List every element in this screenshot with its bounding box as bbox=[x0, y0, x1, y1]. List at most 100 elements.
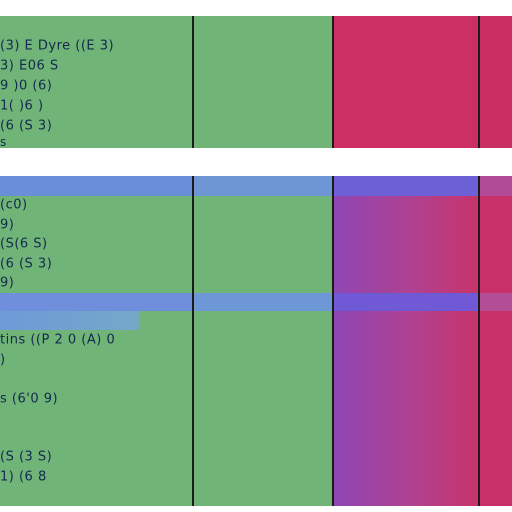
table-cell[interactable]: (c0) bbox=[0, 195, 194, 216]
table-cell[interactable] bbox=[334, 388, 480, 409]
table-cell[interactable] bbox=[0, 176, 194, 196]
table-cell[interactable] bbox=[334, 96, 480, 116]
table-cell[interactable] bbox=[194, 330, 334, 350]
table-row[interactable] bbox=[0, 369, 512, 389]
table-cell[interactable] bbox=[480, 467, 512, 487]
table-cell[interactable] bbox=[194, 388, 334, 409]
table-cell[interactable] bbox=[480, 349, 512, 370]
table-cell[interactable] bbox=[0, 16, 194, 36]
table-cell[interactable] bbox=[334, 369, 480, 389]
table-cell[interactable] bbox=[334, 176, 480, 196]
table-row[interactable] bbox=[0, 310, 512, 331]
table-cell[interactable]: 3) E06 S bbox=[0, 56, 194, 76]
table-cell[interactable] bbox=[194, 96, 334, 116]
table-cell[interactable] bbox=[480, 36, 512, 56]
table-cell[interactable]: s bbox=[0, 136, 194, 148]
table-cell[interactable] bbox=[480, 408, 512, 428]
table-cell[interactable] bbox=[334, 215, 480, 235]
table-row[interactable] bbox=[0, 486, 512, 507]
table-cell[interactable] bbox=[480, 76, 512, 96]
table-cell[interactable] bbox=[194, 254, 334, 274]
table-cell[interactable] bbox=[480, 176, 512, 196]
table-cell[interactable] bbox=[480, 136, 512, 148]
table-cell[interactable] bbox=[334, 447, 480, 468]
table-cell[interactable] bbox=[334, 16, 480, 36]
table-cell[interactable] bbox=[194, 293, 334, 311]
table-row[interactable]: 1) (6 8 bbox=[0, 467, 512, 487]
table-cell[interactable] bbox=[334, 486, 480, 507]
table-cell[interactable] bbox=[480, 427, 512, 448]
table-cell[interactable] bbox=[334, 330, 480, 350]
table-cell[interactable]: (S(6 S) bbox=[0, 234, 194, 255]
table-row[interactable]: (3) E Dyre ((E 3) bbox=[0, 36, 512, 56]
table-row[interactable]: 9) bbox=[0, 273, 512, 294]
table-cell[interactable]: (6 (S 3) bbox=[0, 254, 194, 274]
table-cell[interactable] bbox=[194, 136, 334, 148]
table-cell[interactable] bbox=[334, 310, 480, 331]
table-cell[interactable] bbox=[194, 486, 334, 507]
table-cell[interactable] bbox=[480, 369, 512, 389]
table-row[interactable]: 1( )6 ) bbox=[0, 96, 512, 116]
table-cell[interactable] bbox=[334, 467, 480, 487]
table-cell[interactable] bbox=[194, 116, 334, 136]
table-cell[interactable] bbox=[480, 310, 512, 331]
table-row[interactable]: 9 )0 (6) bbox=[0, 76, 512, 96]
table-cell[interactable]: 9 )0 (6) bbox=[0, 76, 194, 96]
table-row[interactable] bbox=[0, 16, 512, 36]
table-row[interactable]: (S(6 S) bbox=[0, 234, 512, 255]
table-cell[interactable] bbox=[194, 408, 334, 428]
table-cell[interactable]: ) bbox=[0, 349, 194, 370]
table-cell[interactable] bbox=[480, 447, 512, 468]
table-cell[interactable] bbox=[334, 408, 480, 428]
table-cell[interactable] bbox=[194, 36, 334, 56]
table-row[interactable]: (6 (S 3) bbox=[0, 254, 512, 274]
table-cell[interactable] bbox=[480, 195, 512, 216]
table-cell[interactable] bbox=[194, 215, 334, 235]
table-header-row[interactable] bbox=[0, 176, 512, 196]
table-cell[interactable] bbox=[194, 16, 334, 36]
table-cell[interactable] bbox=[194, 76, 334, 96]
table-cell[interactable] bbox=[480, 16, 512, 36]
table-cell[interactable] bbox=[194, 234, 334, 255]
table-row[interactable] bbox=[0, 427, 512, 448]
table-cell[interactable] bbox=[334, 293, 480, 311]
table-cell[interactable] bbox=[0, 427, 194, 448]
table-cell[interactable]: 9) bbox=[0, 273, 194, 294]
table-cell[interactable] bbox=[0, 408, 194, 428]
table-cell[interactable] bbox=[194, 447, 334, 468]
table-cell[interactable] bbox=[334, 36, 480, 56]
table-cell[interactable] bbox=[194, 273, 334, 294]
table-cell[interactable] bbox=[480, 96, 512, 116]
table-cell[interactable]: (S (3 S) bbox=[0, 447, 194, 468]
table-cell[interactable] bbox=[480, 486, 512, 507]
table-row[interactable]: ) bbox=[0, 349, 512, 370]
table-cell[interactable]: 1) (6 8 bbox=[0, 467, 194, 487]
table-cell[interactable] bbox=[480, 273, 512, 294]
table-row[interactable]: 3) E06 S bbox=[0, 56, 512, 76]
table-row[interactable]: tins ((P 2 0 (A) 0 bbox=[0, 330, 512, 350]
table-cell[interactable] bbox=[480, 215, 512, 235]
table-cell[interactable]: (6 (S 3) bbox=[0, 116, 194, 136]
table-cell[interactable] bbox=[334, 116, 480, 136]
table-cell[interactable]: tins ((P 2 0 (A) 0 bbox=[0, 330, 194, 350]
table-row[interactable]: s bbox=[0, 136, 512, 148]
table-cell[interactable] bbox=[194, 176, 334, 196]
table-cell[interactable] bbox=[194, 56, 334, 76]
table-cell[interactable] bbox=[0, 310, 194, 331]
table-cell[interactable] bbox=[194, 467, 334, 487]
table-cell[interactable] bbox=[480, 116, 512, 136]
table-cell[interactable] bbox=[334, 349, 480, 370]
table-cell[interactable]: s (6'0 9) bbox=[0, 388, 194, 409]
table-cell[interactable] bbox=[480, 330, 512, 350]
table-cell[interactable] bbox=[480, 388, 512, 409]
table-cell[interactable] bbox=[480, 56, 512, 76]
table-cell[interactable] bbox=[194, 427, 334, 448]
table-cell[interactable] bbox=[0, 369, 194, 389]
table-cell[interactable] bbox=[194, 349, 334, 370]
table-row[interactable]: s (6'0 9) bbox=[0, 388, 512, 409]
table-cell[interactable] bbox=[334, 427, 480, 448]
table-cell[interactable] bbox=[480, 234, 512, 255]
table-cell[interactable] bbox=[194, 369, 334, 389]
table-cell[interactable] bbox=[334, 195, 480, 216]
table-cell[interactable] bbox=[194, 310, 334, 331]
